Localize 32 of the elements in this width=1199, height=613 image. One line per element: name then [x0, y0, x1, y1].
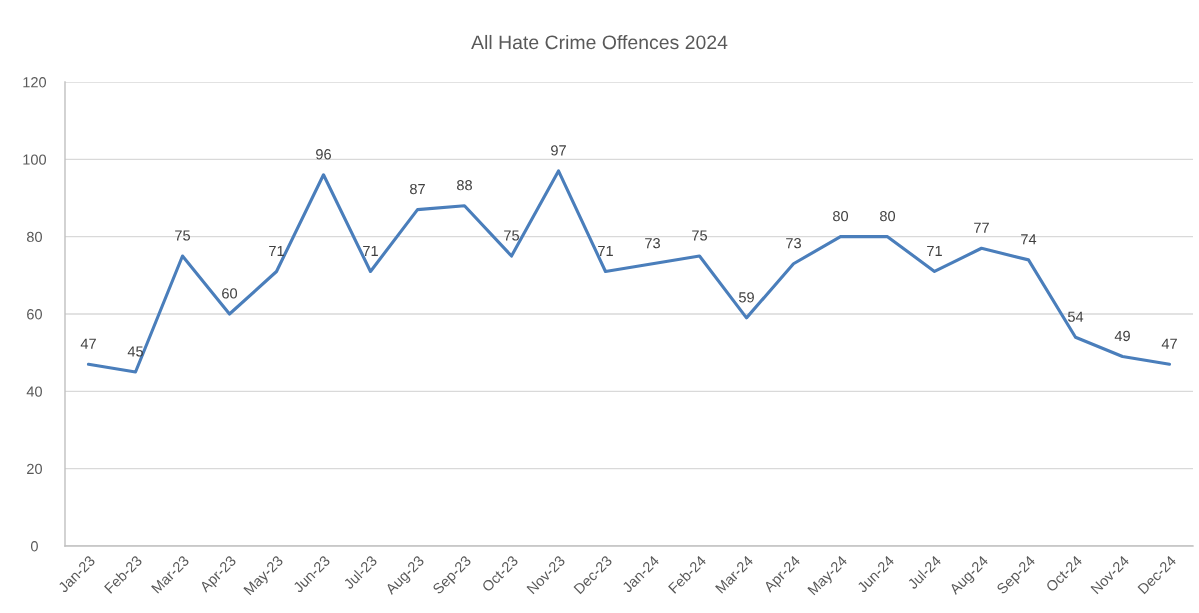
data-label: 75: [175, 230, 190, 241]
data-label: 97: [551, 145, 566, 156]
data-label: 75: [692, 230, 707, 241]
data-label: 60: [222, 288, 238, 299]
y-tick-label: 40: [26, 386, 42, 397]
data-label: 54: [1067, 311, 1084, 322]
data-label: 45: [127, 346, 143, 357]
data-label: 75: [504, 230, 519, 241]
data-label: 71: [269, 245, 284, 256]
data-label: 71: [363, 245, 378, 256]
data-label: 49: [1114, 330, 1130, 342]
data-label: 77: [974, 222, 989, 233]
y-tick-label: 60: [27, 309, 42, 320]
data-label: 80: [880, 210, 896, 222]
data-label: 71: [598, 245, 613, 256]
data-label: 47: [1161, 338, 1177, 349]
chart-title: All Hate Crime Offences 2024: [471, 34, 728, 50]
data-label: 96: [316, 149, 331, 160]
y-tick-label: 100: [23, 154, 47, 165]
data-label: 74: [1021, 234, 1037, 245]
data-label: 80: [833, 210, 849, 222]
data-label: 73: [645, 238, 660, 249]
y-tick-label: 120: [23, 77, 47, 88]
y-tick-label: 80: [26, 231, 42, 243]
y-tick-label: 0: [30, 541, 38, 552]
data-label: 47: [80, 338, 96, 349]
data-label: 59: [738, 292, 754, 303]
data-label: 73: [786, 238, 801, 249]
data-label: 87: [410, 183, 425, 195]
y-tick-label: 20: [27, 463, 42, 475]
data-label: 88: [457, 180, 472, 191]
data-label: 71: [927, 245, 942, 256]
